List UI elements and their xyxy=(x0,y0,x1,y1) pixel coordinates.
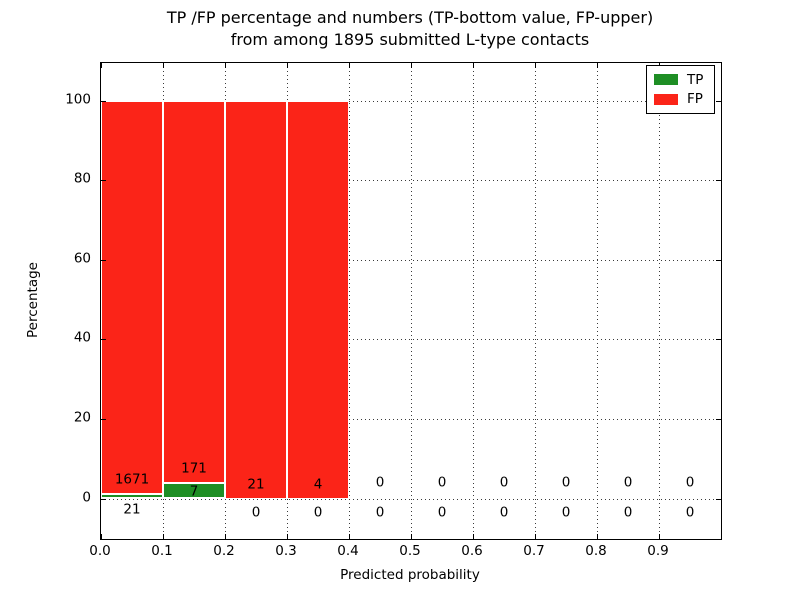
fp-count-label: 21 xyxy=(247,476,265,493)
tp-count-label: 0 xyxy=(685,504,695,520)
gridline-horizontal xyxy=(101,418,721,420)
y-tick-mark-left xyxy=(101,259,106,261)
gridline-vertical xyxy=(349,63,350,539)
gridline-vertical xyxy=(473,63,474,539)
bar-fp-segment xyxy=(225,100,287,499)
fp-count-label: 1671 xyxy=(114,471,150,488)
x-tick-label: 0.0 xyxy=(89,543,111,559)
plot-area: 1671 21 171 7 21 0 4 0 0 0 0 0 0 0 0 0 0 0 0 0 TP FP xyxy=(100,62,722,540)
fp-count-label: 4 xyxy=(313,476,323,493)
x-tick-mark-top xyxy=(349,63,350,68)
y-tick-label: 20 xyxy=(73,409,91,426)
fp-count-label: 0 xyxy=(499,474,509,490)
tp-count-label: 0 xyxy=(437,504,447,520)
x-tick-label: 0.9 xyxy=(647,543,669,559)
y-tick-mark-right xyxy=(716,180,721,182)
chart-title-line1: TP /FP percentage and numbers (TP-bottom… xyxy=(166,8,654,27)
y-tick-mark-right xyxy=(716,259,721,261)
x-tick-mark-bottom xyxy=(163,534,164,539)
x-tick-mark-top xyxy=(597,63,598,68)
y-tick-label: 40 xyxy=(73,329,91,346)
x-tick-mark-bottom xyxy=(101,534,102,539)
x-tick-mark-top xyxy=(163,63,164,68)
gridline-vertical xyxy=(659,63,660,539)
fp-count-label: 0 xyxy=(437,474,447,490)
tp-count-label: 21 xyxy=(123,501,141,517)
chart-title: TP /FP percentage and numbers (TP-bottom… xyxy=(100,7,720,51)
y-tick-label: 80 xyxy=(73,170,91,187)
x-tick-mark-top xyxy=(473,63,474,68)
x-tick-label: 0.2 xyxy=(213,543,235,559)
x-tick-mark-top xyxy=(411,63,412,68)
tp-count-label: 0 xyxy=(561,504,571,520)
x-tick-label: 0.4 xyxy=(337,543,359,559)
x-tick-label: 0.6 xyxy=(461,543,483,559)
x-tick-mark-bottom xyxy=(225,534,226,539)
legend-swatch-fp xyxy=(654,93,678,105)
fp-count-label: 171 xyxy=(181,460,207,477)
y-axis-title: Percentage xyxy=(25,262,41,338)
y-tick-mark-right xyxy=(716,498,721,500)
x-tick-label: 0.1 xyxy=(151,543,173,559)
legend: TP FP xyxy=(646,65,715,114)
x-tick-mark-bottom xyxy=(597,534,598,539)
bar-tp-segment xyxy=(163,482,225,499)
x-tick-mark-bottom xyxy=(535,534,536,539)
fp-count-label: 0 xyxy=(623,474,633,490)
x-tick-label: 0.3 xyxy=(275,543,297,559)
chart-title-line2: from among 1895 submitted L-type contact… xyxy=(230,30,590,49)
x-axis-title: Predicted probability xyxy=(340,567,480,583)
fp-count-label: 0 xyxy=(561,474,571,490)
y-tick-mark-left xyxy=(101,180,106,182)
gridline-horizontal xyxy=(101,100,721,102)
y-tick-mark-left xyxy=(101,498,106,500)
gridline-horizontal xyxy=(101,259,721,261)
y-tick-mark-right xyxy=(716,100,721,102)
bar-fp-segment xyxy=(101,100,163,494)
legend-label-fp: FP xyxy=(687,91,703,108)
y-tick-mark-left xyxy=(101,100,106,102)
tp-count-label: 0 xyxy=(375,504,385,520)
tp-count-label: 0 xyxy=(499,504,509,520)
bar-fp-segment xyxy=(163,100,225,483)
legend-row-fp: FP xyxy=(654,92,707,106)
tp-count-label: 0 xyxy=(313,504,323,520)
fp-count-label: 0 xyxy=(375,474,385,490)
bar-tp-segment xyxy=(101,493,163,499)
legend-label-tp: TP xyxy=(687,71,704,88)
gridline-vertical xyxy=(535,63,536,539)
x-tick-mark-bottom xyxy=(411,534,412,539)
x-tick-mark-top xyxy=(101,63,102,68)
y-tick-label: 100 xyxy=(65,91,91,107)
tp-count-label: 0 xyxy=(251,504,261,520)
y-tick-mark-left xyxy=(101,418,106,420)
x-tick-label: 0.7 xyxy=(523,543,545,559)
gridline-vertical xyxy=(597,63,598,539)
x-tick-mark-bottom xyxy=(473,534,474,539)
fp-count-label: 0 xyxy=(685,474,695,490)
gridline-vertical xyxy=(411,63,412,539)
tp-count-label: 7 xyxy=(189,483,199,500)
y-tick-mark-left xyxy=(101,339,106,341)
legend-row-tp: TP xyxy=(654,73,707,87)
legend-swatch-tp xyxy=(654,74,678,86)
gridline-horizontal xyxy=(101,180,721,182)
x-tick-mark-bottom xyxy=(659,534,660,539)
y-tick-label: 60 xyxy=(73,250,91,267)
x-tick-mark-top xyxy=(225,63,226,68)
x-tick-mark-bottom xyxy=(349,534,350,539)
x-tick-mark-top xyxy=(287,63,288,68)
x-tick-label: 0.5 xyxy=(399,543,421,559)
x-tick-label: 0.8 xyxy=(585,543,607,559)
y-tick-mark-right xyxy=(716,339,721,341)
x-tick-mark-bottom xyxy=(287,534,288,539)
y-tick-label: 0 xyxy=(82,489,91,505)
gridline-horizontal xyxy=(101,498,721,500)
bar-fp-segment xyxy=(287,100,349,499)
y-tick-mark-right xyxy=(716,418,721,420)
gridline-horizontal xyxy=(101,339,721,341)
tp-count-label: 0 xyxy=(623,504,633,520)
x-tick-mark-top xyxy=(535,63,536,68)
